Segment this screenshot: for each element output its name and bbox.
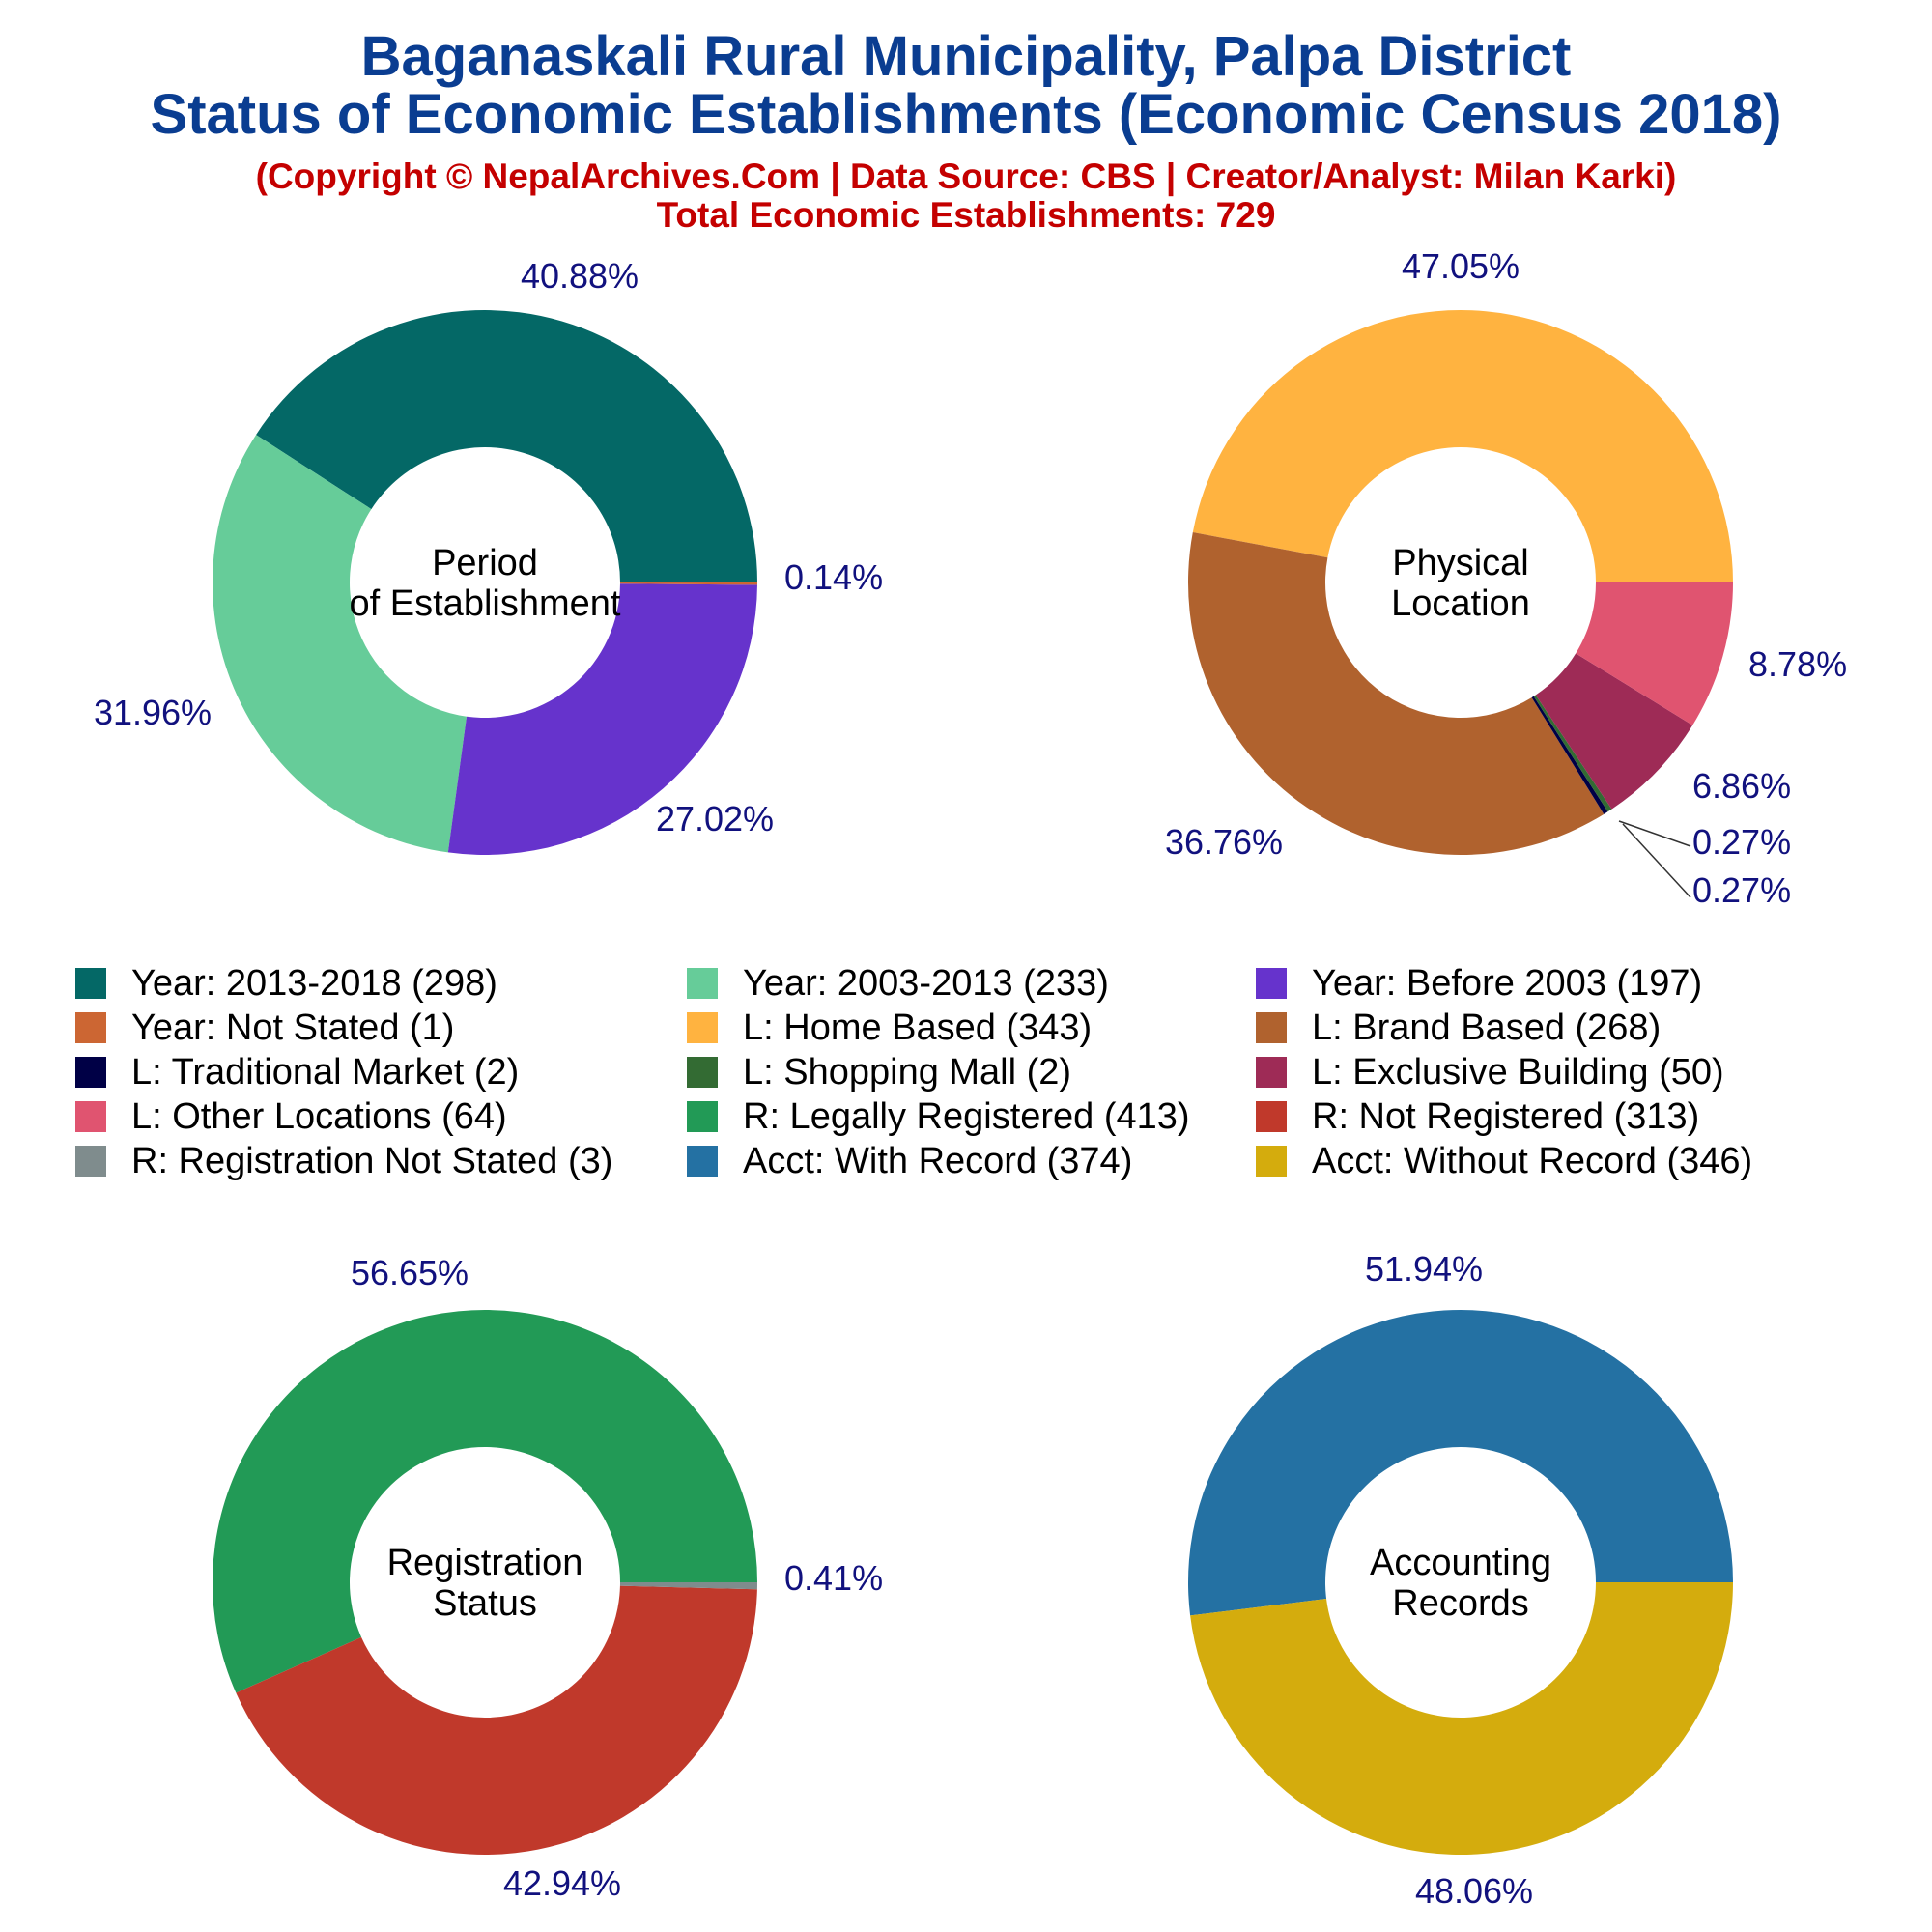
percent-label: 48.06% xyxy=(1415,1871,1533,1911)
donut-slice xyxy=(1188,1310,1733,1616)
donut-center-title: Records xyxy=(1392,1583,1529,1624)
percent-label: 36.76% xyxy=(1165,822,1283,862)
legend-label: Acct: With Record (374) xyxy=(743,1140,1133,1181)
donut-slice xyxy=(1192,310,1733,582)
legend-swatch xyxy=(75,1146,106,1177)
donut-slice xyxy=(619,1582,757,1590)
donut-center-title: Physical xyxy=(1392,543,1529,583)
legend-label: Year: Before 2003 (197) xyxy=(1312,962,1703,1004)
donut-slice xyxy=(1190,1582,1734,1856)
legend-swatch xyxy=(687,1057,718,1088)
legend-label: L: Shopping Mall (2) xyxy=(743,1051,1072,1093)
legend-swatch xyxy=(1256,968,1287,999)
percent-label: 31.96% xyxy=(94,693,212,732)
legend-swatch xyxy=(687,1146,718,1177)
legend-label: Year: 2013-2018 (298) xyxy=(131,962,497,1004)
percent-label: 6.86% xyxy=(1692,766,1791,806)
legend-swatch xyxy=(1256,1146,1287,1177)
legend-item: L: Shopping Mall (2) xyxy=(687,1050,1071,1094)
donut-slice xyxy=(1576,582,1733,725)
legend-item: R: Not Registered (313) xyxy=(1256,1094,1699,1139)
donut-slice xyxy=(212,1310,757,1693)
legend-item: Year: Not Stated (1) xyxy=(75,1006,454,1050)
legend-swatch xyxy=(75,968,106,999)
label-leader-line xyxy=(1618,820,1691,847)
donut-slice xyxy=(1531,696,1608,814)
legend-swatch xyxy=(1256,1101,1287,1132)
legend-label: L: Exclusive Building (50) xyxy=(1312,1051,1724,1093)
copyright-line: (Copyright © NepalArchives.Com | Data So… xyxy=(255,156,1677,196)
percent-label: 8.78% xyxy=(1748,644,1847,684)
percent-label: 42.94% xyxy=(503,1863,621,1903)
total-establishments: Total Economic Establishments: 729 xyxy=(656,195,1276,235)
legend-swatch xyxy=(75,1057,106,1088)
legend-item: L: Other Locations (64) xyxy=(75,1094,507,1139)
percent-label: 0.27% xyxy=(1692,870,1791,910)
donut-center-title: Registration xyxy=(387,1543,583,1583)
donut-center-title: Period xyxy=(432,543,538,583)
percent-label: 51.94% xyxy=(1365,1249,1483,1289)
donut-center-title: Status xyxy=(433,1583,537,1624)
legend-item: Acct: Without Record (346) xyxy=(1256,1139,1752,1183)
donut-slice xyxy=(1533,695,1612,812)
percent-label: 40.88% xyxy=(521,256,639,296)
percent-label: 56.65% xyxy=(351,1253,469,1293)
donut-slice xyxy=(447,583,757,855)
legend-swatch xyxy=(75,1101,106,1132)
legend-label: Year: 2003-2013 (233) xyxy=(743,962,1109,1004)
legend-label: L: Brand Based (268) xyxy=(1312,1007,1662,1048)
donut-center-title: of Establishment xyxy=(350,583,621,624)
donut-slice xyxy=(1535,653,1693,810)
legend-item: Year: Before 2003 (197) xyxy=(1256,961,1702,1006)
legend-item: R: Legally Registered (413) xyxy=(687,1094,1190,1139)
legend-label: R: Legally Registered (413) xyxy=(743,1095,1190,1137)
legend-item: R: Registration Not Stated (3) xyxy=(75,1139,612,1183)
legend-item: Year: 2013-2018 (298) xyxy=(75,961,497,1006)
legend-item: L: Exclusive Building (50) xyxy=(1256,1050,1724,1094)
donut-slice xyxy=(1188,532,1605,855)
legend-item: Year: 2003-2013 (233) xyxy=(687,961,1109,1006)
percent-label: 0.27% xyxy=(1692,822,1791,862)
legend-swatch xyxy=(687,1012,718,1043)
legend-label: R: Registration Not Stated (3) xyxy=(131,1140,613,1181)
legend-label: Acct: Without Record (346) xyxy=(1312,1140,1753,1181)
legend-label: Year: Not Stated (1) xyxy=(131,1007,455,1048)
legend-label: R: Not Registered (313) xyxy=(1312,1095,1700,1137)
legend-swatch xyxy=(1256,1012,1287,1043)
title-line-2: Status of Economic Establishments (Econo… xyxy=(150,83,1782,146)
donut-slice xyxy=(256,310,757,582)
donut-slice xyxy=(236,1585,757,1855)
label-leader-line xyxy=(1622,823,1691,898)
legend-swatch xyxy=(75,1012,106,1043)
legend-item: L: Brand Based (268) xyxy=(1256,1006,1661,1050)
legend-swatch xyxy=(1256,1057,1287,1088)
donut-slice xyxy=(213,435,468,853)
legend-label: L: Traditional Market (2) xyxy=(131,1051,520,1093)
legend-label: L: Home Based (343) xyxy=(743,1007,1093,1048)
donut-center-title: Accounting xyxy=(1370,1543,1551,1583)
legend-swatch xyxy=(687,968,718,999)
percent-label: 0.14% xyxy=(784,557,883,597)
percent-label: 47.05% xyxy=(1402,246,1520,286)
legend-item: L: Home Based (343) xyxy=(687,1006,1092,1050)
legend-item: L: Traditional Market (2) xyxy=(75,1050,519,1094)
donut-slice xyxy=(619,582,757,585)
donut-center-title: Location xyxy=(1391,583,1530,624)
title-line-1: Baganaskali Rural Municipality, Palpa Di… xyxy=(360,25,1572,88)
legend-label: L: Other Locations (64) xyxy=(131,1095,507,1137)
percent-label: 27.02% xyxy=(656,799,774,838)
legend-item: Acct: With Record (374) xyxy=(687,1139,1132,1183)
legend-swatch xyxy=(687,1101,718,1132)
percent-label: 0.41% xyxy=(784,1558,883,1598)
